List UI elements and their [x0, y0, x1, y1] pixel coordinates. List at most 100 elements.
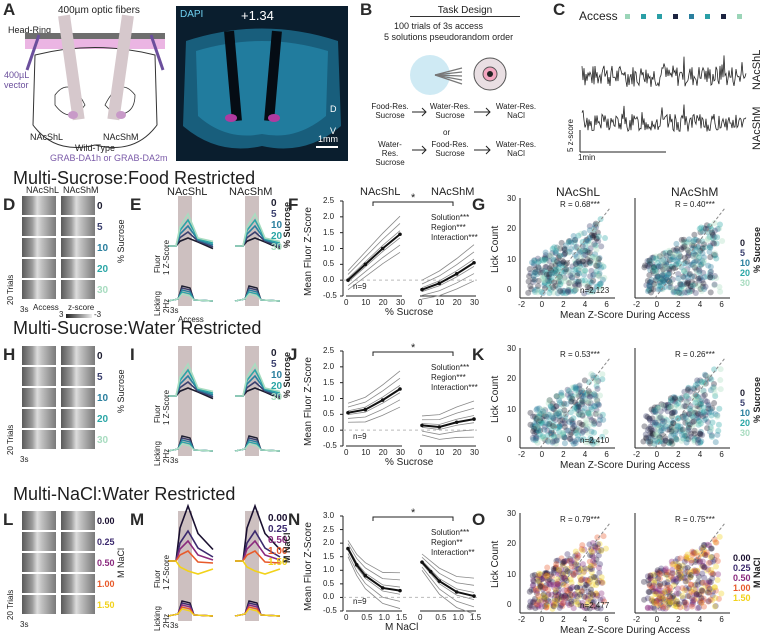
scatter-point	[675, 275, 682, 282]
scatter-point	[531, 262, 538, 269]
scatter-point	[707, 554, 714, 561]
access-marker	[625, 14, 630, 19]
subject-line	[347, 223, 401, 275]
scatter-point	[681, 254, 688, 261]
scatter-point	[576, 411, 583, 418]
scatter-ylabel: Lick Count	[490, 375, 501, 423]
subject-line	[347, 392, 401, 416]
scatter-point	[705, 373, 712, 380]
scatter-ylabel: Lick Count	[490, 540, 501, 588]
scatter-point	[602, 545, 609, 552]
scatter-point	[702, 582, 709, 589]
scatter-point	[692, 596, 699, 603]
task-title: Task Design	[410, 5, 520, 17]
heatmap-block	[22, 280, 56, 299]
scatter-point	[545, 277, 552, 284]
scatter-point	[590, 421, 597, 428]
scatter-point	[678, 574, 685, 581]
scatter-point	[654, 263, 661, 270]
scatter-point	[568, 398, 575, 405]
scatter-point	[568, 274, 575, 281]
scatter-point	[530, 577, 537, 584]
scatter-point	[677, 396, 684, 403]
scatter-point	[670, 256, 677, 263]
heatmap-block	[22, 553, 56, 572]
scatter-point	[652, 599, 659, 606]
scatter-point	[547, 402, 554, 409]
scatter-point	[659, 595, 666, 602]
scatter-point	[715, 571, 722, 578]
scatter-point	[656, 283, 663, 290]
scatter-point	[576, 411, 583, 418]
scatter-point	[560, 581, 567, 588]
scatter-point	[568, 417, 575, 424]
scatter-point	[672, 600, 679, 607]
scatter-point	[566, 586, 573, 593]
heatmap-unit-label: % Sucrose	[116, 369, 126, 413]
scatter-point	[647, 259, 654, 266]
scatter-point	[706, 244, 713, 251]
scatter-point	[572, 569, 579, 576]
scatter-point	[681, 599, 688, 606]
scatter-point	[676, 251, 683, 258]
scatter-point	[585, 410, 592, 417]
access-marker	[721, 14, 726, 19]
scatter-point	[559, 262, 566, 269]
scatter-point	[588, 438, 595, 445]
trace-time-label: 3s	[170, 456, 179, 465]
scatter-x-tick: 4	[697, 615, 703, 624]
scatter-point	[595, 233, 602, 240]
scatter-point	[698, 288, 705, 295]
scatter-point	[704, 425, 711, 432]
scatter-point	[654, 273, 661, 280]
scatter-point	[584, 595, 591, 602]
scatter-point	[660, 278, 667, 285]
scatter-point	[567, 576, 574, 583]
scatter-point	[670, 265, 677, 272]
scatter-point	[537, 583, 544, 590]
scatter-point	[543, 269, 550, 276]
scatter-point	[531, 276, 538, 283]
scatter-point	[551, 567, 558, 574]
scatter-point	[593, 261, 600, 268]
scatter-point	[690, 550, 697, 557]
scatter-point	[534, 255, 541, 262]
scatter-point	[547, 403, 554, 410]
scatter-point	[696, 599, 703, 606]
scatter-point	[696, 604, 703, 611]
scatter-point	[550, 581, 557, 588]
scatter-point	[670, 582, 677, 589]
scatter-point	[561, 433, 568, 440]
scatter-point	[561, 574, 568, 581]
scatter-x-tick: 6	[604, 615, 609, 624]
scatter-point	[659, 272, 666, 279]
scatter-point	[579, 599, 586, 606]
scatter-point	[701, 574, 708, 581]
scatter-point	[542, 407, 549, 414]
scatter-point	[707, 269, 714, 276]
scatter-point	[588, 548, 595, 555]
scatter-point	[577, 591, 584, 598]
scatter-point	[579, 397, 586, 404]
scatter-point	[533, 590, 540, 597]
scatter-point	[534, 405, 541, 412]
grab-label: GRAB-DA1h or GRAB-DA2m	[50, 153, 168, 163]
scatter-point	[690, 259, 697, 266]
scatter-point	[714, 431, 721, 438]
scatter-point	[644, 257, 651, 264]
scatter-point	[688, 430, 695, 437]
scatter-point	[552, 411, 559, 418]
scatter-point	[586, 439, 593, 446]
panel-label-j: J	[288, 345, 298, 364]
scatter-point	[553, 434, 560, 441]
scatter-point	[566, 558, 573, 565]
scatter-point	[532, 437, 539, 444]
scatter-point	[543, 603, 550, 610]
y-tick-label: 1.5	[323, 377, 335, 387]
scatter-point	[587, 565, 594, 572]
scatter-point	[588, 590, 595, 597]
scatter-point	[659, 595, 666, 602]
scatter-point	[555, 591, 562, 598]
scatter-point	[572, 385, 579, 392]
mean-point	[380, 246, 385, 251]
